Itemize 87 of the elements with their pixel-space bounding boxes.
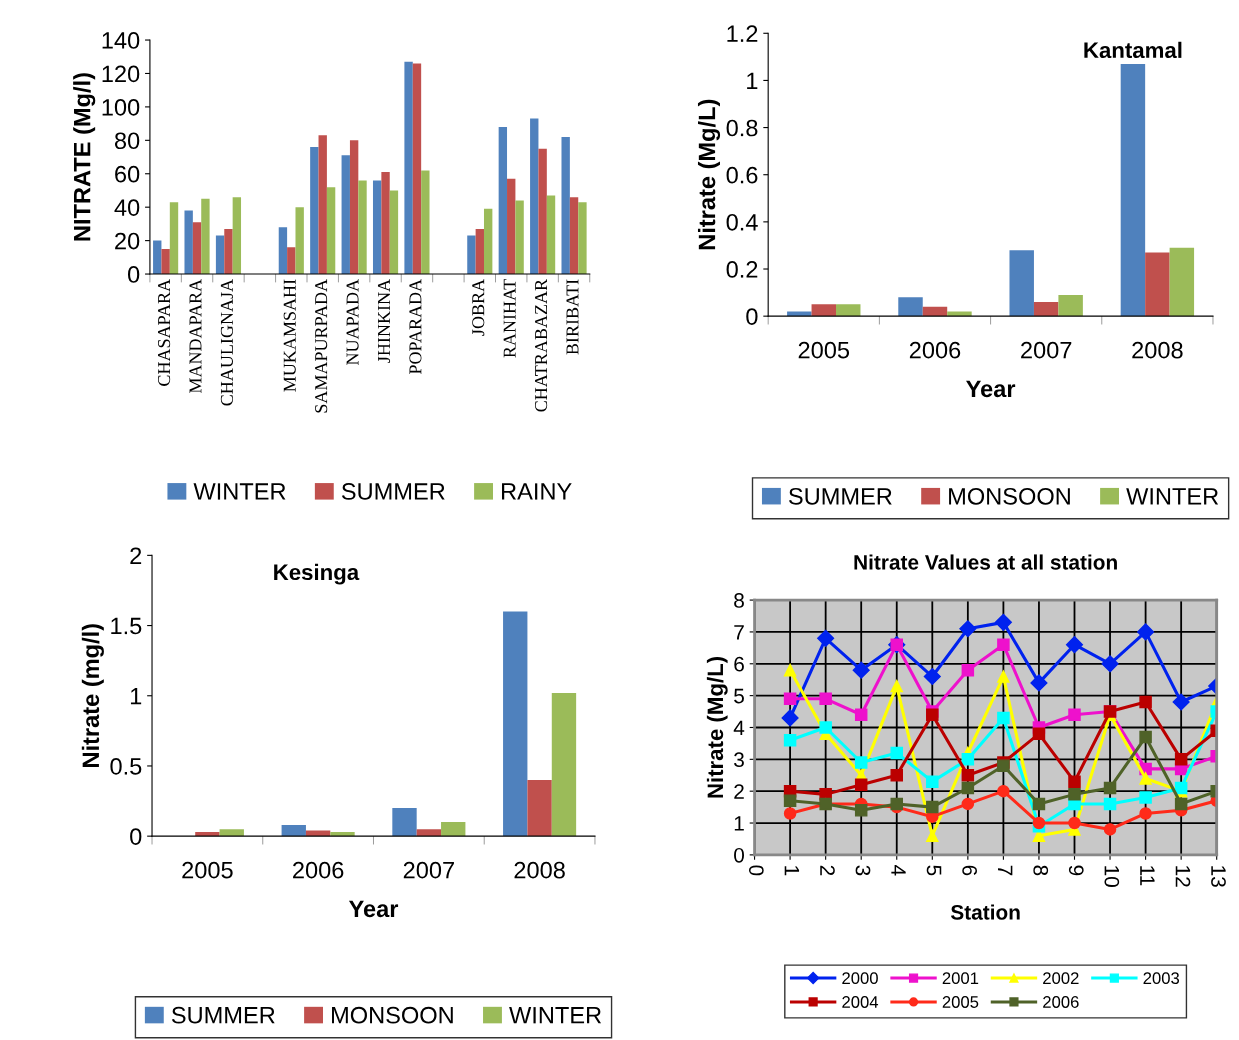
x-tick-label: BIRIBATI (566, 279, 579, 355)
x-tick-label: MANDAPARA (189, 279, 202, 394)
x-tick-label: 10 (1104, 866, 1120, 887)
x-tick-label: RANIHAT (503, 279, 516, 358)
legend-label: 2001 (942, 972, 979, 985)
x-tick-label: 3 (855, 865, 871, 876)
y-axis-title: NITRATE (Mg/l) (73, 73, 96, 241)
y-axis-title: Nitrate (Mg/L) (697, 99, 721, 250)
y-tick-label: 0 (734, 847, 745, 863)
x-tick-label: CHAULIGNAJA (220, 279, 233, 406)
x-tick-label: 13 (1211, 866, 1226, 887)
y-tick-label: 2 (734, 784, 744, 799)
x-tick-label: 5 (926, 865, 942, 876)
chart-title: Kantamal (1084, 41, 1182, 59)
y-axis-title: Nitrate (Mg/L) (706, 656, 728, 798)
y-tick-label: 0.5 (110, 758, 142, 775)
y-tick-label: 40 (114, 199, 140, 216)
x-tick-label: 2008 (514, 861, 565, 879)
y-axis-title: Nitrate (mg/l) (81, 624, 104, 767)
x-tick-label: CHASAPARA (158, 279, 171, 386)
y-tick-label: 120 (102, 65, 140, 83)
y-tick-label: 7 (734, 625, 744, 640)
legend-label: 2002 (1043, 972, 1079, 985)
y-tick-label: 20 (115, 232, 140, 250)
y-tick-label: 80 (114, 132, 140, 150)
x-tick-label: 6 (962, 865, 978, 876)
x-tick-label: 2007 (1021, 341, 1072, 359)
legend-label: 2004 (842, 996, 879, 1008)
y-tick-label: 6 (734, 656, 744, 672)
y-tick-label: 8 (734, 593, 744, 608)
y-tick-label: 1 (747, 72, 758, 89)
x-tick-label: 4 (891, 865, 906, 876)
y-tick-label: 5 (734, 688, 744, 704)
legend-label: SUMMER (171, 1006, 275, 1024)
x-tick-label: 2006 (293, 861, 344, 879)
x-tick-label: 12 (1175, 866, 1191, 887)
y-tick-label: 0 (130, 828, 142, 845)
x-tick-label: CHATRABAZAR (535, 278, 548, 412)
x-tick-label: POPARADA (409, 279, 422, 375)
y-tick-label: 0 (127, 266, 140, 283)
x-axis-title: Year (966, 380, 1016, 398)
x-axis-title: Station (950, 904, 1020, 920)
y-tick-label: 100 (102, 98, 140, 116)
x-tick-label: 2 (820, 865, 835, 876)
x-tick-label: JHINKINA (377, 279, 391, 363)
y-tick-label: 1 (130, 688, 142, 705)
y-tick-label: 3 (734, 752, 744, 768)
x-tick-label: 2005 (798, 341, 850, 359)
legend-label: WINTER (1126, 488, 1219, 505)
x-tick-label: 11 (1140, 866, 1155, 886)
y-tick-label: 1.5 (111, 617, 142, 635)
y-tick-label: 4 (733, 720, 745, 736)
x-tick-label: 2006 (909, 341, 961, 359)
x-tick-label: 2008 (1132, 341, 1183, 359)
legend-label: 2000 (842, 972, 878, 985)
y-tick-label: 2 (130, 547, 142, 564)
chart-title: Nitrate Values at all station (854, 554, 1117, 570)
legend-label: SUMMER (789, 487, 892, 505)
x-tick-label: SAMAPURPADA (315, 279, 328, 413)
x-tick-label: 1 (784, 866, 800, 876)
legend-label: RAINY (502, 483, 572, 500)
legend-label: 2006 (1043, 996, 1079, 1008)
y-tick-label: 140 (102, 32, 140, 49)
y-tick-label: 1 (734, 816, 744, 831)
legend-label: WINTER (509, 1007, 602, 1024)
y-tick-label: 0.4 (726, 213, 758, 231)
legend-label: MONSOON (332, 1006, 453, 1024)
chart-title: Kesinga (274, 563, 360, 585)
legend-label: 2005 (942, 996, 979, 1008)
x-tick-label: NUAPADA (346, 279, 359, 366)
y-tick-label: 1.2 (727, 25, 758, 42)
x-axis-title: Year (348, 900, 399, 918)
x-tick-label: 7 (998, 865, 1013, 876)
x-tick-label: 9 (1068, 865, 1084, 876)
y-tick-label: 0.2 (726, 261, 758, 278)
x-tick-label: 2007 (403, 861, 454, 879)
legend-label: WINTER (193, 483, 286, 500)
y-tick-label: 0.8 (726, 119, 758, 137)
x-tick-label: 2005 (182, 861, 233, 879)
y-tick-label: 0.6 (726, 166, 758, 184)
legend-label: MONSOON (949, 487, 1070, 505)
x-tick-label: MUKAMSAHI (283, 279, 296, 392)
x-tick-label: 8 (1033, 865, 1049, 876)
x-tick-label: JOBRA (472, 279, 485, 336)
legend-label: 2003 (1143, 972, 1180, 985)
legend-label: SUMMER (341, 483, 445, 500)
y-tick-label: 60 (115, 165, 140, 183)
